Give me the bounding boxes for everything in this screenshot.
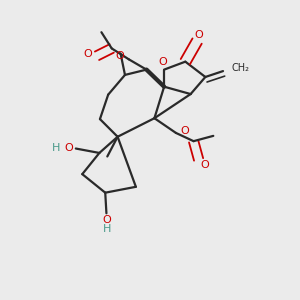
Text: O: O (103, 215, 111, 225)
Text: O: O (64, 143, 73, 153)
Text: O: O (180, 126, 189, 136)
Text: O: O (200, 160, 209, 170)
Text: O: O (116, 51, 124, 62)
Text: O: O (158, 57, 167, 67)
Text: O: O (84, 49, 92, 59)
Text: O: O (194, 30, 203, 40)
Text: CH₂: CH₂ (232, 63, 250, 73)
Text: H: H (103, 224, 111, 235)
Text: H: H (52, 143, 61, 153)
